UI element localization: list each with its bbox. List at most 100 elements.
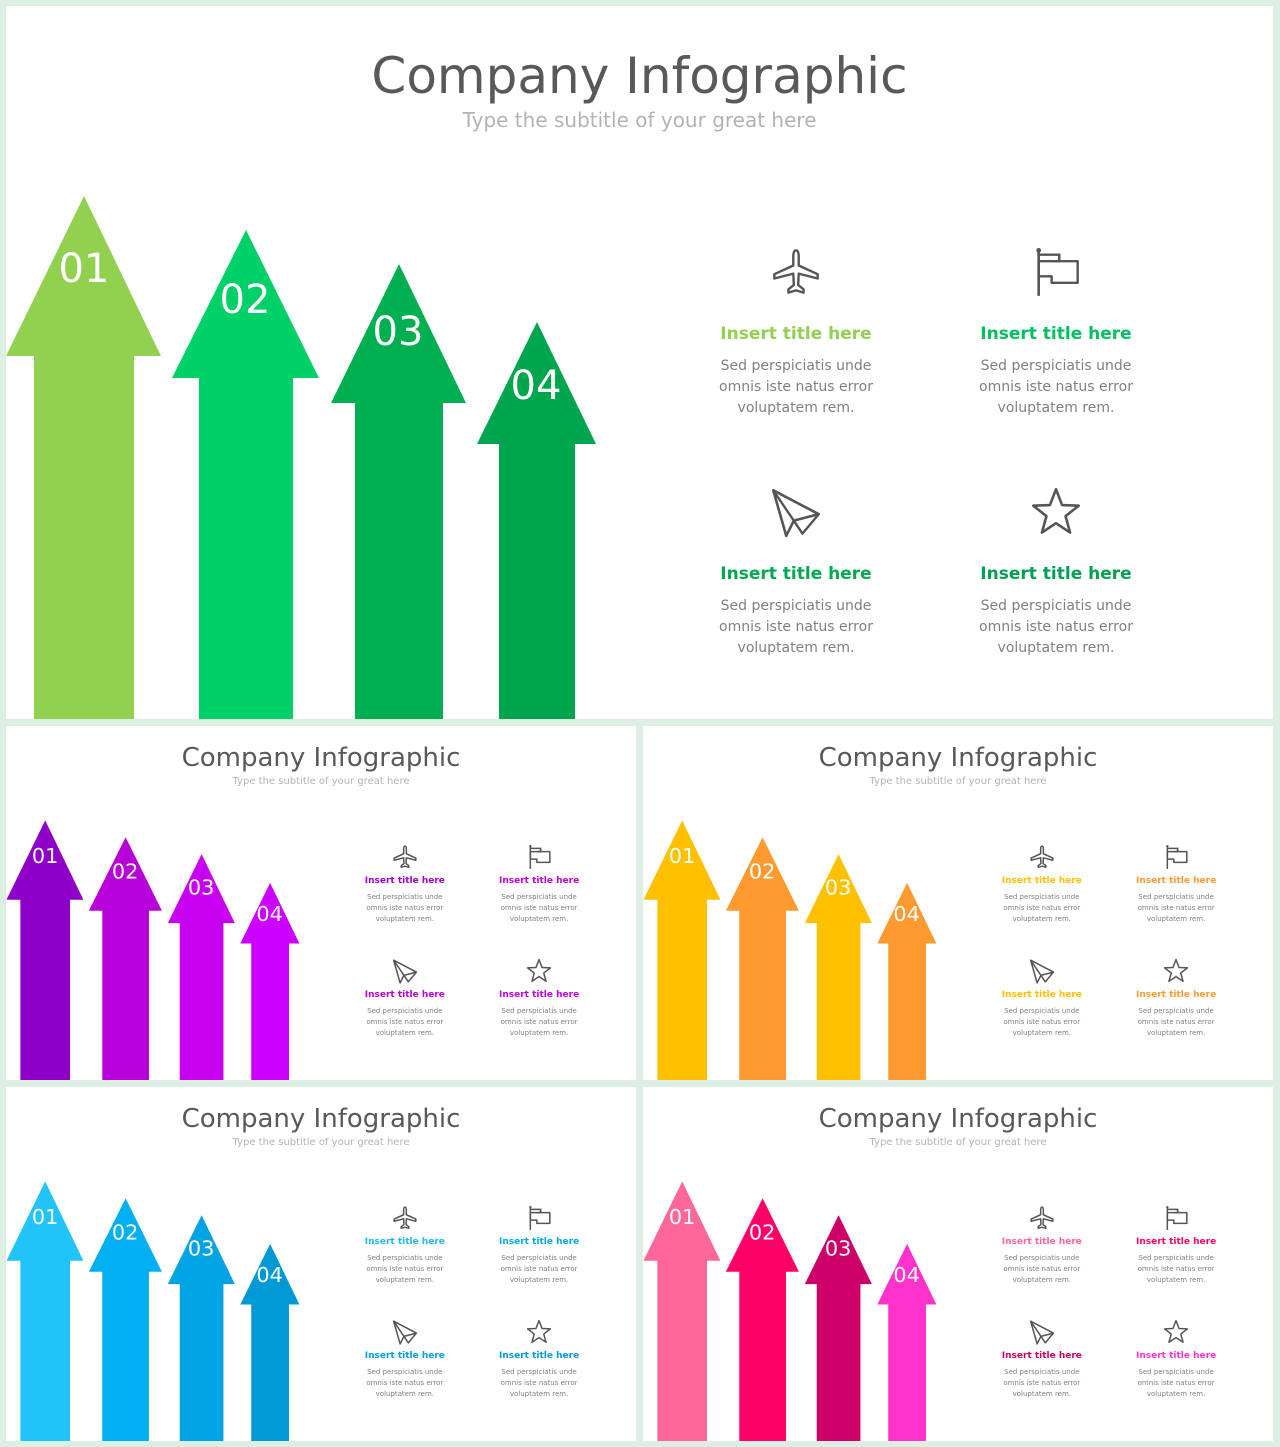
- page-title: Company Infographic: [371, 47, 908, 105]
- item-description: Sed perspiciatis unde omnis iste natus e…: [1137, 1007, 1215, 1037]
- info-item-1: Insert title here Sed perspiciatis unde o…: [350, 1205, 460, 1286]
- arrow-chart: 01 02 03 04: [6, 196, 596, 719]
- arrow-number-4: 04: [256, 1263, 283, 1287]
- item-description: Sed perspiciatis unde omnis iste natus e…: [1137, 1254, 1215, 1284]
- page-title: Company Infographic: [181, 743, 461, 773]
- item-description: Sed perspiciatis unde omnis iste natus e…: [1137, 893, 1215, 923]
- info-item-2: Insert title here Sed perspiciatis unde o…: [1121, 844, 1231, 925]
- item-description: Sed perspiciatis unde omnis iste natus e…: [366, 1368, 444, 1398]
- item-title: Insert title here: [1001, 990, 1082, 1000]
- star-icon: [526, 1319, 552, 1344]
- arrow-number-3: 03: [188, 875, 215, 899]
- flag-icon: [1166, 1205, 1188, 1230]
- item-title: Insert title here: [1001, 1237, 1082, 1247]
- arrow-number-4: 04: [893, 1263, 920, 1287]
- star-icon: [1163, 1319, 1189, 1344]
- airplane-icon: [1030, 1206, 1054, 1230]
- arrow-2: [88, 837, 162, 1080]
- arrow-1: [6, 196, 161, 719]
- item-title: Insert title here: [364, 1351, 445, 1361]
- item-title: Insert title here: [980, 324, 1132, 344]
- item-title: Insert title here: [1136, 990, 1217, 1000]
- item-description: Sed perspiciatis unde omnis iste natus e…: [500, 1254, 578, 1284]
- paper-plane-icon: [1029, 959, 1054, 984]
- arrow-3: [167, 1215, 235, 1441]
- arrow-number-2: 02: [749, 859, 776, 883]
- paper-plane-icon: [392, 1320, 417, 1345]
- info-item-2: Insert title here Sed perspiciatis unde o…: [1121, 1205, 1231, 1286]
- item-description: Sed perspiciatis unde omnis iste natus e…: [979, 598, 1133, 656]
- item-description: Sed perspiciatis unde omnis iste natus e…: [1003, 1368, 1081, 1398]
- paper-plane-icon: [392, 959, 417, 984]
- item-title: Insert title here: [499, 876, 580, 886]
- info-item-1: Insert title here Sed perspiciatis unde o…: [686, 246, 906, 419]
- arrow-number-1: 01: [32, 1205, 59, 1229]
- item-title: Insert title here: [499, 990, 580, 1000]
- item-description: Sed perspiciatis unde omnis iste natus e…: [719, 358, 873, 416]
- arrow-4: [877, 1243, 937, 1441]
- arrow-number-2: 02: [112, 859, 139, 883]
- item-description: Sed perspiciatis unde omnis iste natus e…: [1003, 893, 1081, 923]
- arrow-number-3: 03: [188, 1236, 215, 1260]
- slide-1: Company Infographic Type the subtitle of …: [6, 6, 1273, 719]
- arrow-4: [477, 322, 596, 719]
- page-subtitle: Type the subtitle of your great here: [869, 1137, 1047, 1148]
- slide-5: Company Infographic Type the subtitle of …: [643, 1087, 1273, 1441]
- arrow-2: [88, 1198, 162, 1441]
- item-title: Insert title here: [364, 876, 445, 886]
- page-subtitle: Type the subtitle of your great here: [462, 108, 817, 132]
- slide-3: Company Infographic Type the subtitle of …: [643, 726, 1273, 1080]
- item-title: Insert title here: [1001, 876, 1082, 886]
- arrow-chart: 01 02 03 04: [6, 1181, 300, 1441]
- info-item-3: Insert title here Sed perspiciatis unde o…: [686, 486, 906, 659]
- item-title: Insert title here: [1136, 876, 1217, 886]
- arrow-number-3: 03: [825, 875, 852, 899]
- item-description: Sed perspiciatis unde omnis iste natus e…: [979, 358, 1133, 416]
- page-title: Company Infographic: [818, 1104, 1098, 1134]
- item-description: Sed perspiciatis unde omnis iste natus e…: [366, 893, 444, 923]
- star-icon: [526, 958, 552, 983]
- arrow-number-1: 01: [32, 844, 59, 868]
- arrow-2: [172, 230, 319, 719]
- item-description: Sed perspiciatis unde omnis iste natus e…: [500, 1007, 578, 1037]
- arrow-1: [643, 1181, 721, 1441]
- flag-icon: [529, 844, 551, 869]
- item-title: Insert title here: [720, 324, 872, 344]
- item-title: Insert title here: [364, 990, 445, 1000]
- page-subtitle: Type the subtitle of your great here: [869, 776, 1047, 787]
- arrow-3: [331, 264, 466, 719]
- item-title: Insert title here: [980, 564, 1132, 584]
- info-item-1: Insert title here Sed perspiciatis unde o…: [987, 844, 1097, 925]
- airplane-icon: [1030, 845, 1054, 869]
- info-item-3: Insert title here Sed perspiciatis unde o…: [350, 1319, 460, 1400]
- arrow-chart: 01 02 03 04: [643, 1181, 937, 1441]
- item-title: Insert title here: [720, 564, 872, 584]
- arrow-2: [725, 837, 799, 1080]
- info-item-2: Insert title here Sed perspiciatis unde o…: [484, 844, 594, 925]
- arrow-4: [240, 882, 300, 1080]
- airplane-icon: [393, 845, 417, 869]
- arrow-chart: 01 02 03 04: [6, 820, 300, 1080]
- info-item-4: Insert title here Sed perspiciatis unde o…: [946, 486, 1166, 659]
- item-description: Sed perspiciatis unde omnis iste natus e…: [366, 1007, 444, 1037]
- info-item-1: Insert title here Sed perspiciatis unde o…: [987, 1205, 1097, 1286]
- page-subtitle: Type the subtitle of your great here: [232, 1137, 410, 1148]
- arrow-number-4: 04: [511, 363, 562, 409]
- star-icon: [1163, 958, 1189, 983]
- arrow-chart: 01 02 03 04: [643, 820, 937, 1080]
- arrow-number-1: 01: [59, 246, 110, 292]
- arrow-number-3: 03: [825, 1236, 852, 1260]
- item-description: Sed perspiciatis unde omnis iste natus e…: [500, 1368, 578, 1398]
- info-item-3: Insert title here Sed perspiciatis unde o…: [350, 958, 460, 1039]
- paper-plane-icon: [771, 489, 821, 538]
- arrow-4: [877, 882, 937, 1080]
- arrow-1: [6, 820, 84, 1080]
- arrow-4: [240, 1243, 300, 1441]
- arrow-number-4: 04: [256, 902, 283, 926]
- item-description: Sed perspiciatis unde omnis iste natus e…: [366, 1254, 444, 1284]
- item-description: Sed perspiciatis unde omnis iste natus e…: [1003, 1254, 1081, 1284]
- info-item-1: Insert title here Sed perspiciatis unde o…: [350, 844, 460, 925]
- item-title: Insert title here: [364, 1237, 445, 1247]
- info-item-3: Insert title here Sed perspiciatis unde o…: [987, 1319, 1097, 1400]
- paper-plane-icon: [1029, 1320, 1054, 1345]
